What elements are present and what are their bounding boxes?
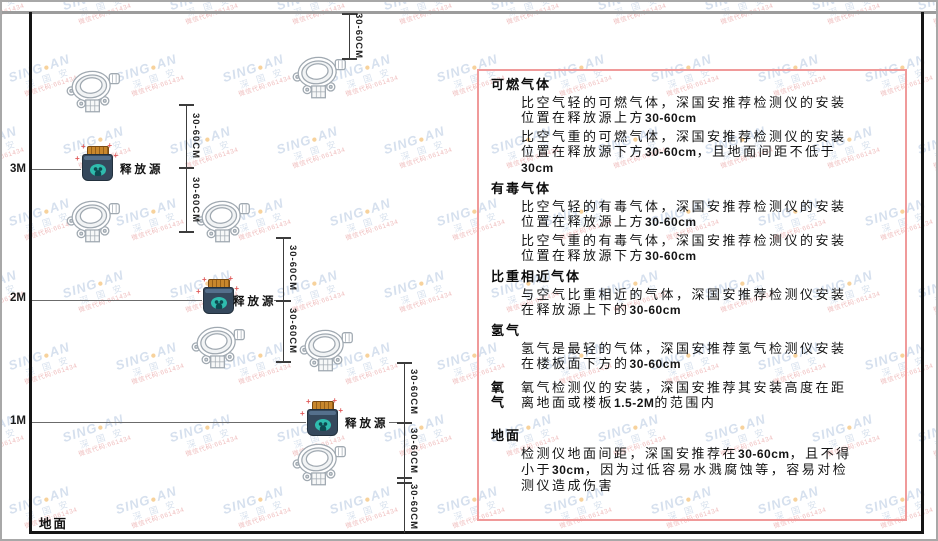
release-source-icon: + + + + bbox=[196, 274, 239, 315]
dimension-label: 30-60CM bbox=[287, 244, 298, 292]
dimension-line-ceiling: 30-60CM bbox=[342, 13, 364, 60]
gas-detector-icon bbox=[297, 325, 355, 373]
leader-line-3m bbox=[32, 169, 81, 170]
leader-line-1m bbox=[32, 422, 306, 423]
right-wall-line bbox=[921, 12, 924, 533]
release-source-label: 释放源 bbox=[345, 418, 389, 430]
section-title-toxic: 有毒气体 bbox=[491, 181, 552, 196]
dimension-label: 30-60CM bbox=[353, 12, 364, 60]
section-title-combustible: 可燃气体 bbox=[491, 77, 552, 92]
gas-detector-icon bbox=[64, 66, 122, 114]
section-title-ground: 地面 bbox=[491, 428, 522, 443]
leader-line-2m bbox=[32, 300, 202, 301]
release-source-label: 释放源 bbox=[233, 296, 277, 308]
section-paragraph: 与空气比重相近的气体，深国安推荐检测仪安装在释放源上下的30-60cm bbox=[521, 287, 847, 317]
section-title-similar-density: 比重相近气体 bbox=[491, 269, 582, 284]
gas-detector-icon bbox=[290, 439, 348, 487]
dimension-label: 30-60CM bbox=[190, 112, 201, 160]
section-paragraph: 比空气轻的有毒气体，深国安推荐检测仪的安装位置在释放源上方30-60cm bbox=[521, 199, 847, 229]
height-label-2m: 2M bbox=[10, 292, 26, 304]
gas-detector-icon bbox=[194, 196, 252, 244]
section-title-oxygen: 氧气 bbox=[491, 380, 507, 410]
dimension-line-1m: 30-60CM 30-60CM 30-60CM bbox=[397, 362, 419, 533]
release-source-label: 释放源 bbox=[120, 164, 164, 176]
ground-label: 地面 bbox=[39, 517, 69, 531]
section-paragraph: 比空气轻的可燃气体，深国安推荐检测仪的安装位置在释放源上方30-60cm bbox=[521, 95, 847, 125]
gas-detector-icon bbox=[64, 196, 122, 244]
release-source-icon: + + + + bbox=[75, 141, 118, 182]
release-source-icon: + + + + bbox=[300, 396, 343, 437]
ceiling-line bbox=[2, 11, 936, 14]
left-wall-line bbox=[29, 12, 32, 533]
section-title-hydrogen: 氢气 bbox=[491, 323, 522, 338]
section-paragraph: 比空气重的可燃气体，深国安推荐检测仪的安装位置在释放源下方30-60cm，且地面… bbox=[521, 129, 847, 175]
gas-detector-icon bbox=[290, 52, 348, 100]
height-label-3m: 3M bbox=[10, 163, 26, 175]
gas-detector-icon bbox=[189, 322, 247, 370]
dimension-label: 30-60CM bbox=[408, 483, 419, 531]
section-paragraph: 氢气是最轻的气体，深国安推荐氢气检测仪安装在楼板面下方的30-60cm bbox=[521, 341, 847, 371]
dimension-label: 30-60CM bbox=[287, 307, 298, 355]
section-paragraph: 检测仪地面间距，深国安推荐在30-60cm，且不得小于30cm，因为过低容易水溅… bbox=[521, 446, 852, 493]
ground-line bbox=[29, 531, 924, 534]
height-label-1m: 1M bbox=[10, 415, 26, 427]
dimension-label: 30-60CM bbox=[408, 427, 419, 475]
dimension-label: 30-60CM bbox=[190, 176, 201, 224]
section-paragraph: 氧气检测仪的安装，深国安推荐其安装高度在距离地面或楼板1.5-2M的范围内 bbox=[521, 380, 847, 410]
section-paragraph: 比空气重的有毒气体，深国安推荐检测仪的安装位置在释放源下方30-60cm bbox=[521, 233, 847, 263]
leader-stub-1m bbox=[389, 422, 404, 423]
dimension-line-2m: 30-60CM 30-60CM bbox=[276, 237, 298, 363]
info-panel: 可燃气体 比空气轻的可燃气体，深国安推荐检测仪的安装位置在释放源上方30-60c… bbox=[477, 69, 907, 521]
dimension-line-3m: 30-60CM 30-60CM bbox=[179, 104, 201, 233]
dimension-label: 30-60CM bbox=[408, 368, 419, 416]
